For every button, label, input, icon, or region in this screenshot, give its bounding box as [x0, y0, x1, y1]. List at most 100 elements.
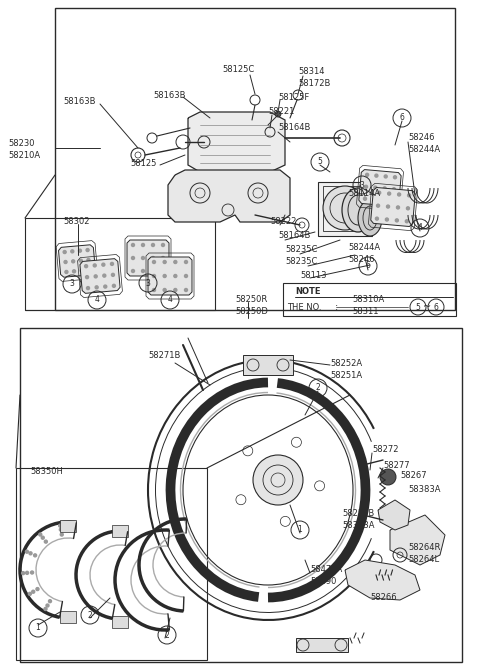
Text: 58125F: 58125F [278, 93, 309, 103]
Circle shape [376, 204, 380, 207]
Text: 58252A: 58252A [330, 358, 362, 368]
Text: 58490: 58490 [310, 577, 336, 587]
Circle shape [142, 257, 144, 259]
Circle shape [32, 590, 35, 593]
Text: 58250D: 58250D [235, 308, 268, 317]
Text: 58222: 58222 [270, 218, 296, 226]
Text: 58310A: 58310A [352, 296, 384, 304]
Circle shape [375, 174, 378, 177]
Text: 58302: 58302 [63, 218, 89, 226]
Circle shape [104, 285, 107, 288]
Bar [283, 283, 456, 316]
Circle shape [161, 257, 165, 259]
Circle shape [384, 175, 387, 178]
Circle shape [163, 288, 166, 292]
Circle shape [161, 243, 165, 247]
Circle shape [85, 276, 88, 279]
Text: 58471A: 58471A [310, 566, 342, 575]
Text: 58271B: 58271B [148, 351, 180, 360]
Circle shape [48, 599, 51, 603]
Circle shape [373, 198, 376, 201]
PathPatch shape [59, 245, 96, 278]
Circle shape [25, 571, 29, 575]
Circle shape [161, 269, 165, 273]
Circle shape [80, 269, 83, 272]
Circle shape [59, 524, 62, 527]
Text: 58311: 58311 [352, 308, 379, 317]
Bar [55, 8, 455, 310]
PathPatch shape [371, 187, 415, 226]
PathPatch shape [378, 500, 410, 530]
Circle shape [275, 111, 281, 117]
Circle shape [28, 592, 31, 595]
Text: 58163B: 58163B [153, 91, 185, 99]
Circle shape [44, 540, 48, 543]
Text: 2: 2 [88, 610, 92, 620]
Text: 58266: 58266 [370, 593, 396, 603]
Text: 58221: 58221 [268, 108, 294, 116]
Ellipse shape [342, 188, 374, 232]
Circle shape [407, 207, 409, 210]
Circle shape [374, 186, 377, 189]
Text: 58163B: 58163B [63, 97, 96, 106]
Bar [20, 328, 462, 662]
Text: THE NO.: THE NO. [287, 302, 322, 312]
Circle shape [72, 269, 75, 273]
Text: 58113: 58113 [300, 271, 326, 280]
Circle shape [72, 260, 75, 263]
Circle shape [111, 274, 114, 276]
Text: 2: 2 [316, 384, 320, 392]
Ellipse shape [358, 200, 382, 236]
Circle shape [163, 261, 166, 263]
PathPatch shape [390, 515, 445, 565]
Circle shape [87, 259, 90, 261]
Circle shape [408, 194, 410, 197]
Circle shape [64, 261, 67, 263]
Text: 58350H: 58350H [30, 468, 63, 476]
Circle shape [86, 249, 89, 251]
Text: 58264L: 58264L [408, 556, 439, 564]
Circle shape [22, 572, 24, 575]
Circle shape [153, 261, 156, 263]
Text: 3: 3 [360, 181, 364, 190]
Circle shape [132, 243, 134, 247]
Text: 58125C: 58125C [222, 65, 254, 75]
Circle shape [153, 288, 156, 292]
Text: 5: 5 [416, 302, 420, 312]
Circle shape [63, 251, 66, 253]
Text: 2: 2 [165, 630, 169, 640]
Circle shape [393, 187, 396, 191]
Circle shape [383, 187, 386, 190]
Text: 3: 3 [70, 280, 74, 288]
Text: 58383A: 58383A [342, 521, 374, 530]
Circle shape [253, 455, 303, 505]
Text: 58114A: 58114A [348, 190, 380, 198]
Circle shape [79, 259, 82, 262]
Text: 6: 6 [433, 302, 438, 312]
Circle shape [153, 274, 156, 278]
Bar [323, 186, 367, 231]
Circle shape [184, 288, 188, 292]
Circle shape [142, 269, 144, 273]
Bar [60, 611, 76, 623]
Text: 4: 4 [418, 224, 422, 233]
Text: 58172B: 58172B [298, 79, 330, 89]
Circle shape [385, 218, 388, 221]
Circle shape [95, 286, 98, 289]
PathPatch shape [359, 169, 401, 206]
Circle shape [110, 262, 113, 265]
Circle shape [174, 274, 177, 278]
Circle shape [60, 533, 63, 536]
Text: 58267: 58267 [400, 472, 427, 480]
Circle shape [78, 249, 82, 252]
Circle shape [378, 192, 381, 194]
Circle shape [380, 469, 396, 485]
Circle shape [152, 257, 155, 259]
Bar [16, 468, 207, 660]
Circle shape [184, 274, 188, 278]
Text: NOTE: NOTE [295, 286, 321, 296]
Text: 58244A: 58244A [348, 243, 380, 253]
Text: 1: 1 [298, 526, 302, 534]
Circle shape [388, 192, 391, 195]
Circle shape [88, 268, 91, 271]
